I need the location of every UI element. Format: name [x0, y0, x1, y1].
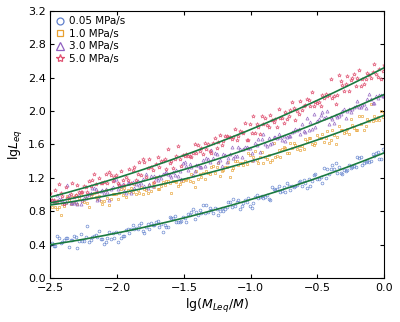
Y-axis label: lg$L_{eq}$: lg$L_{eq}$ [7, 129, 25, 160]
X-axis label: lg($M_{Leq}$/$M$): lg($M_{Leq}$/$M$) [185, 297, 249, 315]
Legend: 0.05 MPa/s, 1.0 MPa/s, 3.0 MPa/s, 5.0 MPa/s: 0.05 MPa/s, 1.0 MPa/s, 3.0 MPa/s, 5.0 MP… [54, 14, 128, 66]
